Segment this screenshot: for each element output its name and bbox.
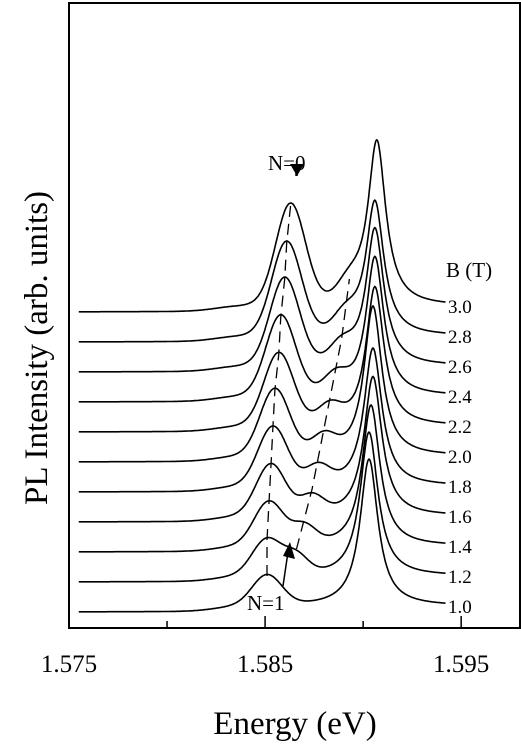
annotation-n1-arrow-line	[283, 552, 288, 586]
spectrum-line-1.8	[79, 348, 446, 492]
annotation-n1: N=1	[247, 591, 285, 615]
legend-title: B (T)	[446, 258, 492, 282]
n1-guide-line	[297, 279, 350, 549]
field-label-1.8: 1.8	[448, 477, 472, 498]
field-label-2.2: 2.2	[448, 417, 472, 438]
annotation-n0: N=0	[268, 151, 306, 175]
field-value-labels: 1.0 1.2 1.4 1.6 1.8 2.0 2.2 2.4 2.6 2.8 3.0	[448, 297, 472, 618]
field-label-2.4: 2.4	[448, 387, 472, 408]
x-axis-tick-labels: 1.575 1.585 1.595	[41, 651, 489, 678]
field-label-1.0: 1.0	[448, 597, 472, 618]
x-tick-label: 1.575	[41, 651, 97, 678]
field-label-1.6: 1.6	[448, 507, 472, 528]
spectra-series	[79, 140, 446, 612]
y-axis-title: PL Intensity (arb. units)	[19, 191, 55, 505]
field-label-2.6: 2.6	[448, 357, 472, 378]
field-label-2.8: 2.8	[448, 327, 472, 348]
x-axis-title: Energy (eV)	[213, 706, 376, 742]
x-tick-label: 1.595	[433, 651, 489, 678]
x-axis-ticks	[69, 616, 461, 628]
field-label-1.2: 1.2	[448, 567, 472, 588]
spectrum-line-3.0	[79, 140, 446, 312]
spectrum-line-1.0	[79, 459, 446, 612]
x-tick-label: 1.585	[237, 651, 293, 678]
field-label-3.0: 3.0	[448, 297, 472, 318]
field-label-1.4: 1.4	[448, 537, 472, 558]
field-label-2.0: 2.0	[448, 447, 472, 468]
